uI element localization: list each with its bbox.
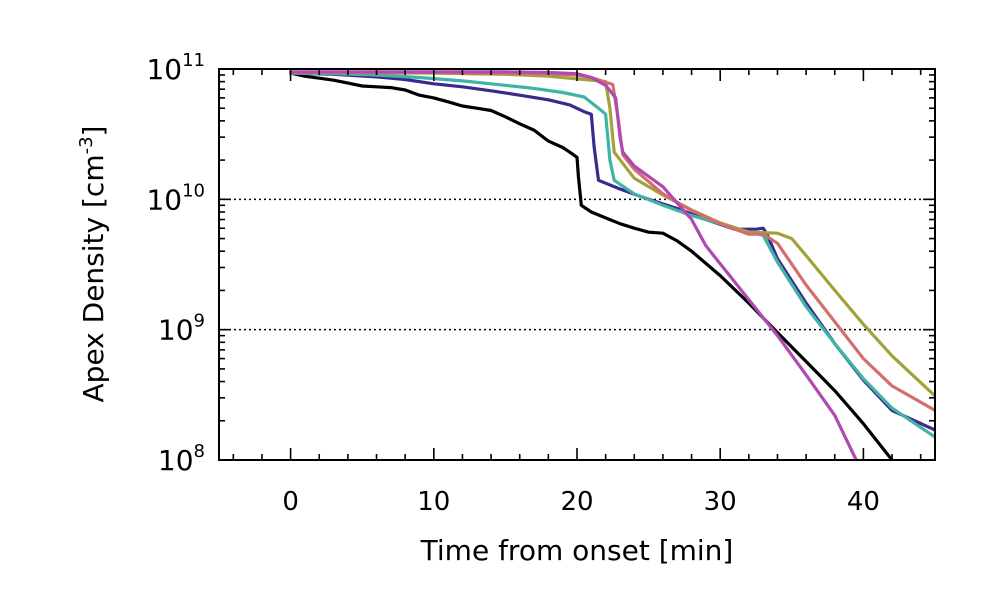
- y-axis-title-exponent: -3: [76, 136, 97, 154]
- series-line-teal: [289, 71, 935, 439]
- x-tick-labels: 0 10 20 30 40: [282, 487, 880, 517]
- tick-marks: [219, 68, 935, 461]
- y-tick-label-base: 10: [158, 314, 194, 347]
- y-tick-label-base: 10: [146, 53, 182, 86]
- series-line-black: [289, 71, 894, 460]
- y-axis-title-main: Apex Density [cm: [77, 154, 110, 402]
- x-axis-title: Time from onset [min]: [420, 534, 734, 567]
- x-tick-label: 20: [560, 487, 593, 517]
- y-tick-label: 108: [158, 441, 205, 477]
- x-tick-label: 0: [282, 487, 299, 517]
- y-tick-label-exponent: 9: [194, 311, 205, 332]
- y-tick-label-base: 10: [158, 444, 194, 477]
- y-axis-title: Apex Density [cm-3]: [76, 126, 110, 403]
- y-tick-label-base: 10: [146, 183, 182, 216]
- y-tick-label: 109: [158, 311, 205, 347]
- plot-frame: [218, 68, 936, 461]
- plot-lines: [289, 70, 935, 460]
- y-tick-label: 1011: [146, 50, 205, 86]
- series-line-olive: [289, 70, 935, 398]
- y-tick-label-exponent: 10: [182, 180, 205, 201]
- y-tick-label: 1010: [146, 180, 205, 216]
- y-tick-label-exponent: 11: [182, 50, 205, 71]
- x-tick-label: 10: [417, 487, 450, 517]
- y-axis-title-close: ]: [77, 126, 110, 137]
- x-tick-label: 30: [704, 487, 737, 517]
- x-tick-label: 40: [847, 487, 880, 517]
- series-line-magenta: [289, 70, 858, 460]
- y-tick-label-exponent: 8: [194, 441, 205, 462]
- series-line-navy: [289, 71, 935, 432]
